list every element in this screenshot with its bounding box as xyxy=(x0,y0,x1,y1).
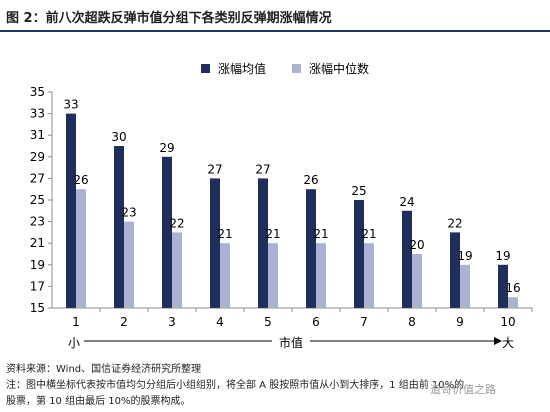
figure-title: 图 2：前八次超跌反弹市值分组下各类别反弹期涨幅情况 xyxy=(6,11,332,26)
x-tick-label: 3 xyxy=(168,315,176,329)
y-tick-label: 25 xyxy=(30,193,45,207)
data-label-median: 19 xyxy=(457,249,472,263)
data-label-mean: 33 xyxy=(63,98,78,112)
scale-label-market-cap: 市值 xyxy=(279,336,304,350)
bar-median xyxy=(316,243,326,308)
bar-mean xyxy=(402,210,412,308)
data-label-median: 26 xyxy=(73,173,88,187)
y-tick-label: 35 xyxy=(30,85,45,99)
y-tick-label: 31 xyxy=(30,128,45,142)
bar-mean xyxy=(354,200,364,308)
data-label-median: 21 xyxy=(265,227,280,241)
data-label-mean: 24 xyxy=(399,195,414,209)
y-tick-label: 21 xyxy=(30,236,45,250)
bar-mean xyxy=(162,156,172,308)
x-tick-label: 1 xyxy=(72,315,80,329)
figure-title-bar: 图 2：前八次超跌反弹市值分组下各类别反弹期涨幅情况 xyxy=(0,0,550,32)
data-label-median: 22 xyxy=(169,216,184,230)
bar-median xyxy=(364,243,374,308)
bar-mean xyxy=(114,146,124,308)
title-rule xyxy=(0,30,550,32)
legend-swatch-mean xyxy=(201,64,210,73)
data-label-median: 16 xyxy=(505,281,520,295)
x-tick-label: 7 xyxy=(360,315,368,329)
data-label-mean: 26 xyxy=(303,173,318,187)
y-tick-label: 33 xyxy=(30,107,45,121)
data-label-mean: 27 xyxy=(207,162,222,176)
footnote-line-1: 注：图中横坐标代表按市值均匀分组后小组组别，将全部 A 股按照市值从小到大排序，… xyxy=(6,380,465,391)
data-label-mean: 22 xyxy=(447,216,462,230)
data-label-mean: 29 xyxy=(159,141,174,155)
y-tick-label: 15 xyxy=(30,301,45,315)
data-label-median: 21 xyxy=(361,227,376,241)
watermark-text: 道哥价值之路 xyxy=(430,383,496,396)
legend-label-median: 涨幅中位数 xyxy=(309,62,370,76)
bar-mean xyxy=(450,232,460,308)
legend-item-mean: 涨幅均值 xyxy=(201,60,266,77)
x-tick-label: 5 xyxy=(264,315,272,329)
x-tick-label: 10 xyxy=(500,315,515,329)
x-tick-label: 9 xyxy=(456,315,464,329)
legend-item-median: 涨幅中位数 xyxy=(292,60,369,77)
bar-median xyxy=(508,297,518,308)
bar-median xyxy=(76,189,86,308)
legend-label-mean: 涨幅均值 xyxy=(218,62,267,76)
bar-mean xyxy=(66,113,76,308)
scale-label-small: 小 xyxy=(68,336,81,350)
data-label-median: 21 xyxy=(217,227,232,241)
bar-median xyxy=(268,243,278,308)
data-label-median: 23 xyxy=(121,206,136,220)
bar-median xyxy=(172,232,182,308)
chart-legend: 涨幅均值 涨幅中位数 xyxy=(201,60,369,77)
data-label-mean: 25 xyxy=(351,184,366,198)
scale-label-large: 大 xyxy=(502,336,515,350)
footnote-line-2: 股票，第 10 组由最后 10%的股票构成。 xyxy=(6,396,191,407)
bar-median xyxy=(460,264,470,308)
scale-arrow-head xyxy=(494,337,502,345)
source-note: 资料来源：Wind、国信证券经济研究所整理 xyxy=(6,364,202,375)
bar-mean xyxy=(498,264,508,308)
bar-median xyxy=(412,254,422,308)
x-tick-label: 6 xyxy=(312,315,320,329)
data-label-median: 20 xyxy=(409,238,424,252)
y-tick-label: 17 xyxy=(30,279,45,293)
bar-mean xyxy=(210,178,220,308)
bar-median xyxy=(220,243,230,308)
data-label-mean: 19 xyxy=(495,249,510,263)
bar-mean xyxy=(258,178,268,308)
bar-mean xyxy=(306,189,316,308)
x-tick-label: 2 xyxy=(120,315,128,329)
data-label-mean: 27 xyxy=(255,162,270,176)
data-label-mean: 30 xyxy=(111,130,126,144)
bar-median xyxy=(124,221,134,308)
y-tick-label: 27 xyxy=(30,171,45,185)
legend-swatch-median xyxy=(292,64,302,73)
x-tick-label: 8 xyxy=(408,315,416,329)
y-tick-label: 19 xyxy=(30,258,45,272)
y-tick-label: 29 xyxy=(30,150,45,164)
y-tick-label: 23 xyxy=(30,215,45,229)
x-tick-label: 4 xyxy=(216,315,224,329)
data-label-median: 21 xyxy=(313,227,328,241)
